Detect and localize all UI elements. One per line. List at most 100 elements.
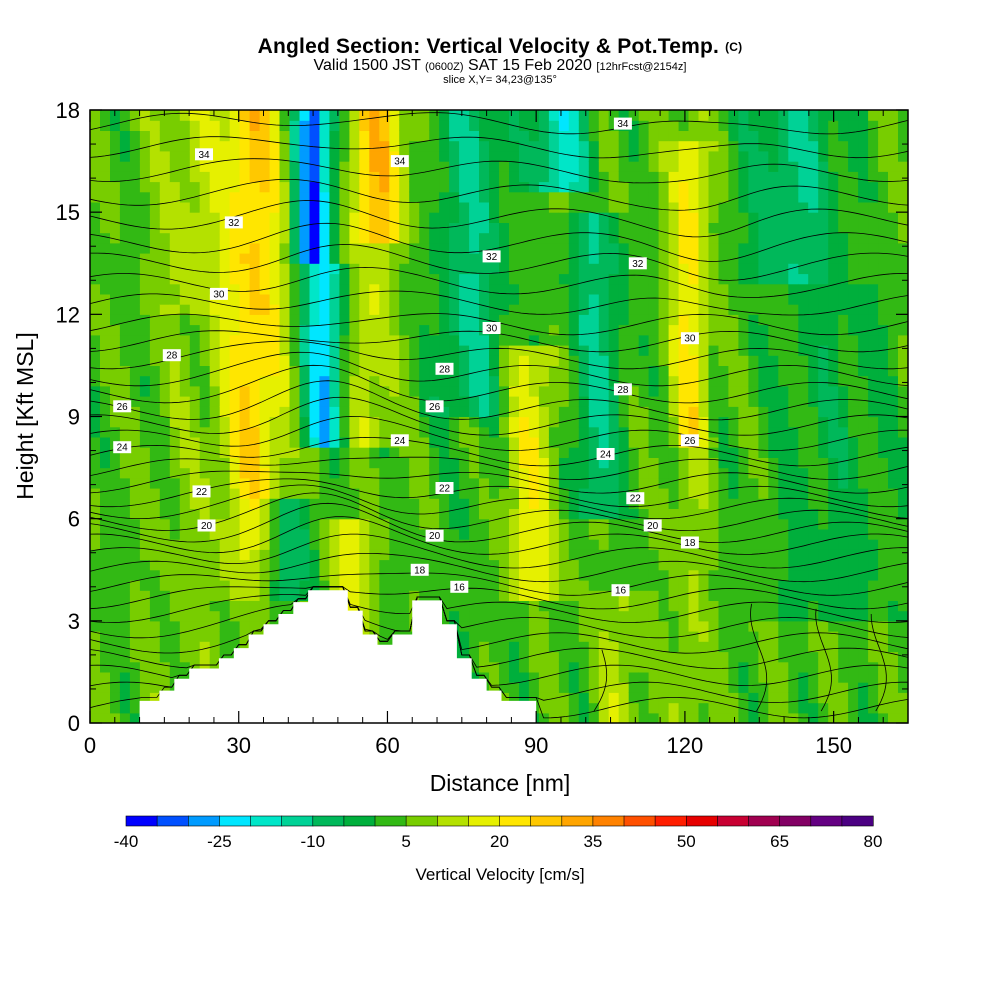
velocity-cell <box>528 559 540 571</box>
velocity-cell <box>269 222 281 234</box>
velocity-cell <box>339 110 350 121</box>
velocity-cell <box>868 671 879 683</box>
velocity-cell <box>588 304 600 315</box>
velocity-cell <box>189 661 201 673</box>
velocity-cell <box>479 569 490 581</box>
velocity-cell <box>90 201 101 213</box>
velocity-cell <box>878 436 889 448</box>
velocity-cell <box>459 416 470 428</box>
velocity-cell <box>668 201 680 213</box>
velocity-cell <box>788 120 799 131</box>
velocity-cell <box>149 447 161 458</box>
velocity-cell <box>489 406 500 418</box>
velocity-cell <box>678 620 690 632</box>
velocity-cell <box>399 283 410 295</box>
velocity-cell <box>878 365 889 377</box>
velocity-cell <box>818 702 829 714</box>
velocity-cell <box>768 447 779 458</box>
velocity-cell <box>778 436 789 448</box>
velocity-cell <box>110 467 121 479</box>
velocity-cell <box>738 212 749 223</box>
velocity-cell <box>90 620 101 632</box>
velocity-cell <box>389 293 400 305</box>
velocity-cell <box>359 130 370 142</box>
velocity-cell <box>668 181 680 193</box>
velocity-cell <box>578 181 590 193</box>
velocity-cell <box>219 334 231 346</box>
velocity-cell <box>578 396 590 407</box>
velocity-cell <box>509 253 520 264</box>
velocity-cell <box>678 324 690 336</box>
velocity-cell <box>499 518 510 530</box>
velocity-cell <box>129 150 141 162</box>
velocity-cell <box>110 671 121 683</box>
velocity-cell <box>728 253 739 264</box>
velocity-cell <box>628 283 640 295</box>
velocity-cell <box>638 181 650 193</box>
velocity-cell <box>558 508 570 520</box>
velocity-cell <box>399 314 410 326</box>
velocity-cell <box>718 702 730 714</box>
velocity-cell <box>149 273 161 285</box>
velocity-cell <box>209 651 221 663</box>
velocity-cell <box>758 201 769 213</box>
velocity-cell <box>100 682 111 693</box>
velocity-cell <box>588 181 600 193</box>
velocity-cell <box>509 222 520 234</box>
velocity-cell <box>129 580 141 591</box>
velocity-cell <box>90 631 101 642</box>
velocity-cell <box>139 130 151 142</box>
velocity-cell <box>858 263 869 275</box>
velocity-cell <box>608 702 620 714</box>
velocity-cell <box>838 692 849 704</box>
velocity-cell <box>259 150 271 162</box>
velocity-cell <box>778 201 789 213</box>
velocity-cell <box>848 273 859 285</box>
velocity-cell <box>90 610 101 622</box>
velocity-cell <box>768 140 779 152</box>
velocity-cell <box>898 345 908 356</box>
velocity-cell <box>888 150 899 162</box>
velocity-cell <box>798 620 809 632</box>
velocity-cell <box>110 140 121 152</box>
velocity-cell <box>658 120 670 131</box>
velocity-cell <box>149 631 161 642</box>
velocity-cell <box>638 304 650 315</box>
velocity-cell <box>100 590 111 601</box>
velocity-cell <box>139 661 151 673</box>
velocity-cell <box>628 375 640 387</box>
velocity-cell <box>189 580 201 591</box>
velocity-cell <box>479 426 490 438</box>
velocity-cell <box>858 334 869 346</box>
velocity-cell <box>748 488 759 499</box>
velocity-cell <box>758 406 769 418</box>
velocity-cell <box>209 222 221 234</box>
velocity-cell <box>848 610 859 622</box>
velocity-cell <box>638 110 650 121</box>
velocity-cell <box>818 242 829 254</box>
velocity-cell <box>469 580 480 591</box>
velocity-cell <box>638 692 650 704</box>
velocity-cell <box>618 365 630 377</box>
velocity-cell <box>90 232 101 244</box>
velocity-cell <box>798 396 809 407</box>
velocity-cell <box>419 406 430 418</box>
velocity-cell <box>878 447 889 458</box>
velocity-cell <box>718 375 730 387</box>
velocity-cell <box>568 140 580 152</box>
velocity-cell <box>768 150 779 162</box>
velocity-cell <box>668 314 680 326</box>
velocity-cell <box>479 590 490 601</box>
velocity-cell <box>100 304 111 315</box>
velocity-cell <box>519 334 530 346</box>
velocity-cell <box>868 181 879 193</box>
velocity-cell <box>568 334 580 346</box>
velocity-cell <box>878 181 889 193</box>
velocity-cell <box>788 355 799 366</box>
velocity-cell <box>349 569 360 581</box>
velocity-cell <box>279 150 291 162</box>
velocity-cell <box>698 263 710 275</box>
velocity-cell <box>568 661 580 673</box>
velocity-cell <box>219 488 231 499</box>
velocity-cell <box>289 416 301 428</box>
